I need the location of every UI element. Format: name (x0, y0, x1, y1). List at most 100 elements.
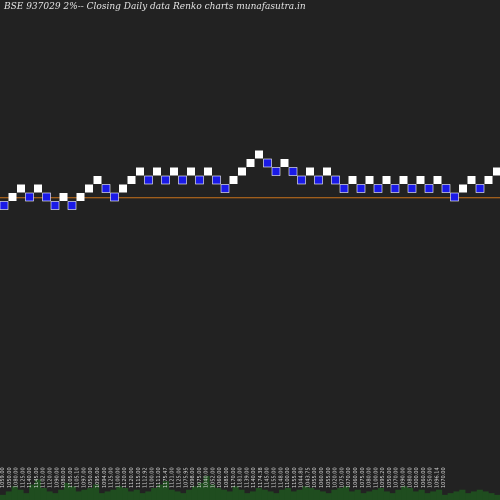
volume-bar (372, 489, 379, 500)
x-tick-label: 1000.00 (414, 467, 420, 488)
volume-bar (156, 484, 164, 500)
renko-brick-down (110, 192, 119, 202)
volume-bar (174, 491, 181, 500)
x-tick-label: 1075.00 (339, 467, 345, 488)
renko-brick-down (42, 192, 51, 202)
renko-brick-down (356, 184, 366, 193)
x-tick-label: 1044.80 (299, 467, 305, 488)
renko-brick-up (382, 176, 391, 184)
volume-bar (401, 486, 408, 500)
x-tick-label: 1059.00 (0, 467, 6, 488)
renko-brick-down (50, 201, 60, 210)
x-tick-label: 1140.00 (251, 467, 257, 488)
volume-bar (180, 493, 187, 500)
renko-brick-up (459, 184, 467, 193)
renko-brick-up (246, 159, 255, 167)
x-tick-label: 1070.00 (394, 467, 400, 488)
x-tick-label: 1040.00 (204, 467, 210, 488)
renko-brick-up (119, 184, 127, 193)
x-tick-label: 1060.00 (319, 467, 325, 488)
renko-brick-down (407, 184, 417, 193)
volume-bar (58, 489, 65, 500)
volume-bar (470, 491, 478, 500)
volume-bar (191, 486, 198, 500)
renko-brick-down (373, 184, 383, 193)
volume-bar (63, 482, 71, 500)
volume-bar (98, 493, 105, 500)
volume-bar (459, 489, 466, 500)
x-tick-label: 1148.00 (278, 467, 284, 488)
x-tick-label: 1121.00 (170, 467, 176, 488)
volume-bar (40, 488, 47, 500)
chart-title: BSE 937029 2%-- Closing Daily data Renko… (4, 2, 306, 12)
x-tick-label: 1070.00 (346, 467, 352, 488)
volume-bar (69, 486, 76, 500)
renko-brick-up (8, 193, 17, 201)
x-tick-label: 1139.00 (244, 467, 250, 488)
renko-brick-up (348, 176, 357, 184)
x-tick-label: 1145.00 (34, 467, 40, 488)
volume-bar (313, 489, 321, 500)
volume-bar (261, 489, 268, 500)
renko-brick-down (144, 175, 153, 185)
volume-bar (110, 489, 117, 500)
x-tick-label: 1050.00 (88, 467, 94, 488)
renko-brick-up (59, 193, 68, 201)
volume-bar (133, 489, 140, 500)
x-tick-label: 1052.00 (210, 467, 216, 488)
volume-bar (75, 491, 82, 500)
x-tick-label: 1095.00 (95, 467, 101, 488)
volume-bar (325, 493, 332, 500)
renko-brick-up (416, 176, 425, 184)
volume-bar (424, 493, 431, 500)
x-tick-label: 1055.00 (326, 467, 332, 488)
renko-brick-down (161, 175, 170, 185)
volume-bar (389, 493, 396, 500)
volume-bar (209, 484, 216, 500)
volume-bar (87, 488, 94, 500)
x-tick-label: 1096.14 (434, 467, 440, 488)
volume-bar (453, 491, 460, 500)
x-tick-label: 1055.00 (312, 467, 318, 488)
renko-brick-down (25, 192, 34, 202)
volume-bar (418, 489, 425, 500)
volume-bar (116, 486, 123, 500)
volume-bar (186, 489, 193, 500)
volume-bar (29, 484, 36, 500)
renko-brick-up (365, 176, 374, 184)
renko-brick-up (467, 176, 476, 184)
volume-bar (465, 493, 472, 500)
volume-bar (412, 491, 419, 500)
x-tick-label: 1094.00 (102, 467, 108, 488)
renko-brick-down (297, 175, 306, 185)
volume-bar (383, 491, 390, 500)
renko-brick-up (238, 167, 246, 176)
volume-bar (220, 489, 228, 500)
x-tick-label: 1105.00 (68, 467, 74, 488)
volume-bar (226, 491, 233, 500)
x-tick-label: 1120.00 (122, 467, 128, 488)
volume-bar (354, 489, 361, 500)
volume-bar (366, 491, 373, 500)
volume-bar (302, 486, 309, 500)
volume-bar (151, 488, 158, 500)
volume-bar (290, 491, 297, 500)
x-tick-label: 1181.00 (238, 467, 244, 488)
volume-bar (319, 491, 326, 500)
x-tick-label: 1097.00 (81, 467, 87, 488)
x-tick-label: 1155.00 (272, 467, 278, 488)
x-tick-label: 1125.00 (109, 467, 115, 488)
volume-bar (232, 486, 239, 500)
x-tick-label: 1060.00 (353, 467, 359, 488)
renko-brick-up (255, 150, 263, 159)
volume-bar (494, 494, 500, 500)
x-tick-label: 1115.00 (136, 467, 142, 488)
x-tick-label: 1120.00 (48, 467, 54, 488)
volume-bar (238, 489, 245, 500)
renko-brick-down (178, 175, 187, 185)
renko-brick-down (331, 175, 340, 185)
renko-brick-down (101, 184, 111, 193)
renko-brick-down (424, 184, 434, 193)
renko-brick-down (339, 184, 349, 193)
